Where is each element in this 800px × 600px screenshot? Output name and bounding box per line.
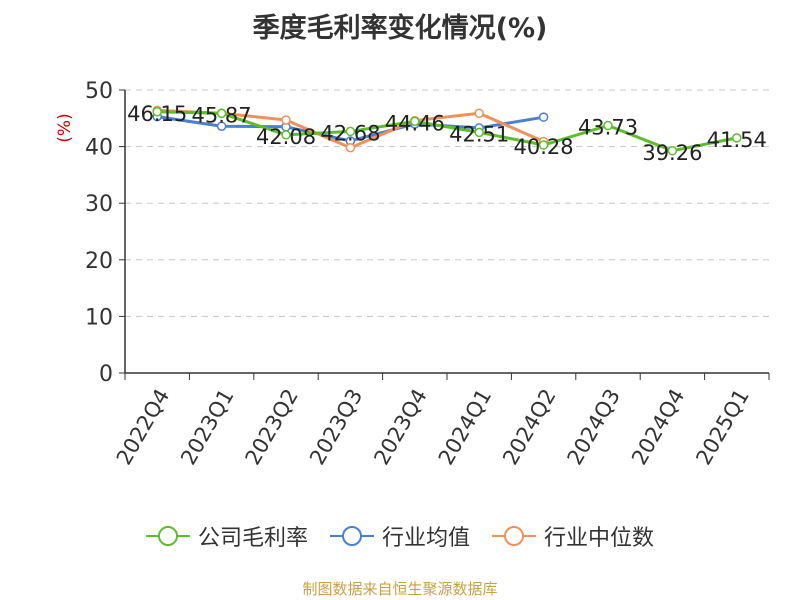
legend-marker-industry-median [492,526,536,546]
data-point-0 [603,120,613,131]
data-label: 43.73 [578,115,638,139]
data-point-0 [474,127,484,138]
x-tick-label: 2024Q3 [563,385,625,469]
legend: 公司毛利率 行业均值 行业中位数 [0,520,800,552]
x-tick-label: 2022Q4 [112,385,174,469]
series-lines [152,105,742,156]
x-tick-label: 2023Q4 [369,385,431,469]
chart-title: 季度毛利率变化情况(%) [252,13,548,44]
legend-label-industry-mean: 行业均值 [381,526,470,551]
legend-item-industry-median[interactable]: 行业中位数 [492,520,654,552]
data-label: 46.15 [127,102,187,126]
data-point-0 [667,146,678,156]
legend-label-company: 公司毛利率 [197,526,308,551]
data-point-0 [732,133,742,143]
x-tick-label: 2024Q2 [498,385,560,469]
y-axis-label: (%) [55,113,75,142]
x-tick-label: 2023Q2 [241,385,303,469]
data-label: 39.26 [642,141,702,165]
data-label: 45.87 [192,103,252,127]
y-tick-label: 40 [85,136,113,161]
data-label: 42.68 [320,121,380,145]
data-point-1 [538,112,549,122]
legend-item-company[interactable]: 公司毛利率 [145,520,308,552]
data-label: 40.28 [514,135,574,159]
x-tick-label: 2024Q1 [434,385,496,469]
data-point-0 [410,116,420,127]
x-tick-label: 2024Q4 [627,385,689,469]
data-point-0 [538,140,549,150]
axes: 0 10 20 30 40 50 2022Q4 2023Q1 2023Q2 2023Q3 2023Q… [85,79,770,469]
legend-item-industry-mean[interactable]: 行业均值 [329,520,470,552]
legend-label-industry-median: 行业中位数 [544,526,655,551]
source-note: 制图数据来自恒生聚源数据库 [302,580,498,598]
y-tick-label: 20 [85,249,113,274]
data-point-2 [345,142,356,153]
y-tick-label: 30 [85,192,113,217]
data-label: 44.46 [385,111,445,135]
data-point-0 [216,108,227,119]
legend-marker-company [145,526,190,546]
data-label: 42.08 [256,125,316,149]
data-point-0 [281,130,291,140]
legend-marker-industry-mean [329,526,374,546]
x-tick-label: 2023Q1 [176,385,238,469]
grid-lines [125,89,769,317]
data-point-0 [152,107,162,117]
data-point-1 [216,121,227,131]
y-tick-label: 0 [99,362,113,387]
y-tick-label: 10 [85,305,113,330]
data-point-2 [281,115,291,125]
data-label: 41.54 [707,128,767,152]
series-line-0 [157,110,738,153]
data-label: 42.51 [449,122,509,146]
x-tick-label: 2025Q1 [691,385,753,469]
y-tick-label: 50 [85,79,113,104]
x-tick-label: 2023Q3 [305,385,367,469]
data-point-0 [345,126,356,137]
data-point-2 [474,108,484,118]
